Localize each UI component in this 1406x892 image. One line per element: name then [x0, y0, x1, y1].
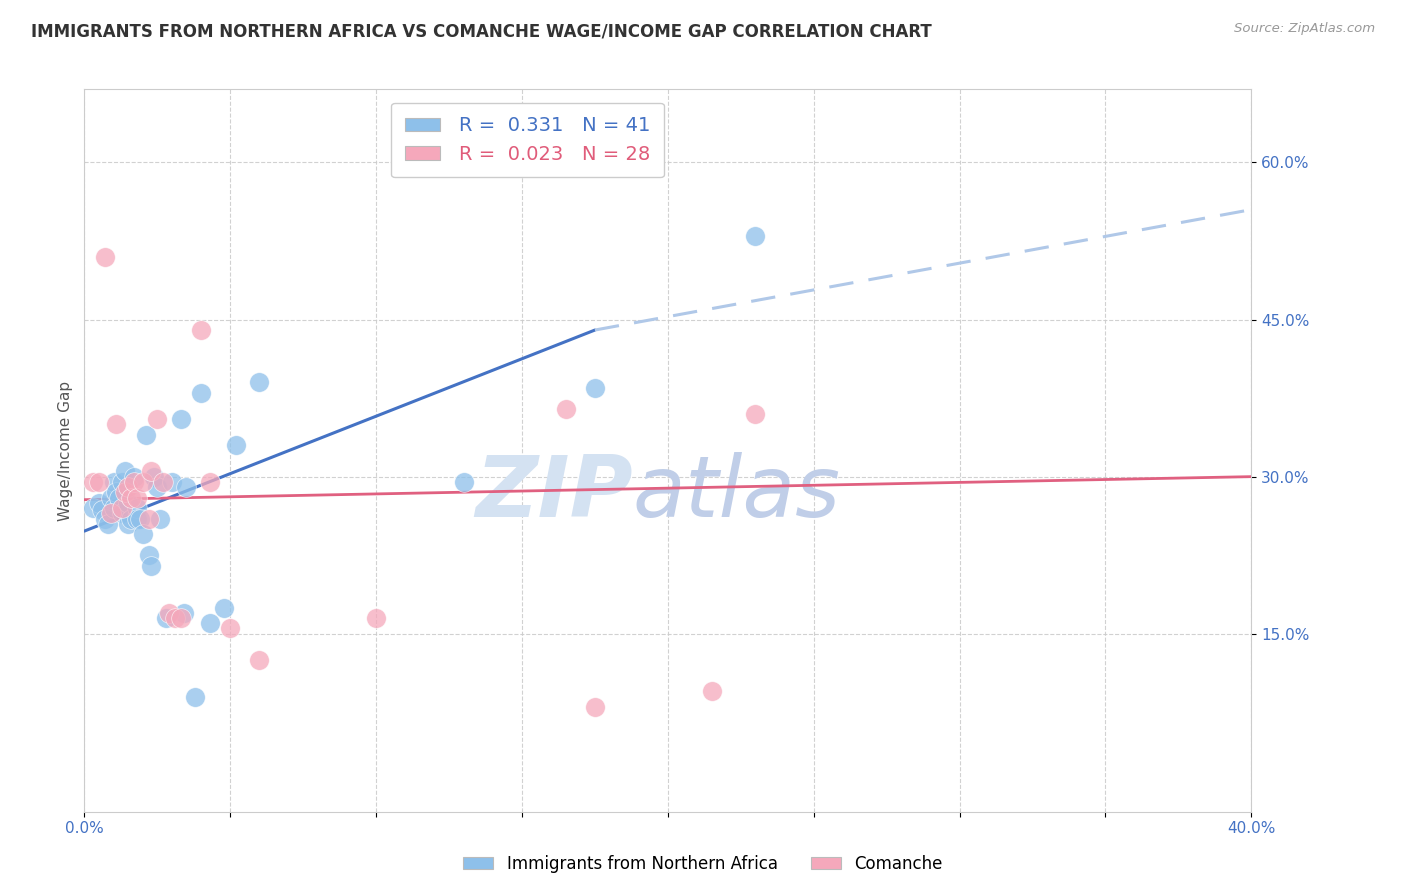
Point — [190, 323, 212, 337]
Point — [157, 606, 180, 620]
Point — [100, 491, 122, 505]
Point — [114, 485, 136, 500]
Point — [583, 700, 606, 714]
Point — [87, 475, 110, 489]
Point — [700, 684, 723, 698]
Point — [155, 611, 177, 625]
Point — [138, 548, 160, 562]
Point — [190, 385, 212, 400]
Point — [184, 690, 207, 704]
Text: IMMIGRANTS FROM NORTHERN AFRICA VS COMANCHE WAGE/INCOME GAP CORRELATION CHART: IMMIGRANTS FROM NORTHERN AFRICA VS COMAN… — [31, 22, 932, 40]
Point — [149, 511, 172, 525]
Point — [111, 501, 134, 516]
Point — [120, 511, 142, 525]
Point — [453, 475, 475, 489]
Point — [143, 469, 166, 483]
Point — [138, 511, 160, 525]
Point — [176, 480, 198, 494]
Point — [125, 501, 148, 516]
Point — [219, 622, 242, 636]
Point — [117, 480, 139, 494]
Point — [132, 475, 155, 489]
Point — [249, 376, 271, 390]
Point — [249, 653, 271, 667]
Point — [94, 250, 117, 264]
Point — [132, 527, 155, 541]
Point — [94, 511, 117, 525]
Point — [152, 475, 174, 489]
Point — [146, 480, 169, 494]
Point — [111, 506, 134, 520]
Point — [169, 412, 191, 426]
Text: atlas: atlas — [633, 452, 841, 535]
Point — [111, 475, 134, 489]
Point — [366, 611, 388, 625]
Point — [173, 606, 195, 620]
Point — [82, 501, 104, 516]
Point — [225, 438, 247, 452]
Y-axis label: Wage/Income Gap: Wage/Income Gap — [58, 380, 73, 521]
Text: Source: ZipAtlas.com: Source: ZipAtlas.com — [1234, 22, 1375, 36]
Legend: R =  0.331   N = 41, R =  0.023   N = 28: R = 0.331 N = 41, R = 0.023 N = 28 — [391, 103, 664, 178]
Point — [125, 491, 148, 505]
Text: ZIP: ZIP — [475, 452, 633, 535]
Point — [141, 464, 163, 478]
Point — [97, 516, 120, 531]
Point — [198, 475, 221, 489]
Point — [103, 475, 125, 489]
Point — [125, 511, 148, 525]
Point — [90, 503, 112, 517]
Point — [554, 401, 576, 416]
Point — [120, 491, 142, 505]
Point — [141, 558, 163, 573]
Point — [128, 511, 150, 525]
Point — [163, 611, 186, 625]
Point — [117, 496, 139, 510]
Point — [103, 501, 125, 516]
Point — [108, 491, 131, 505]
Point — [135, 427, 157, 442]
Point — [583, 381, 606, 395]
Legend: Immigrants from Northern Africa, Comanche: Immigrants from Northern Africa, Comanch… — [457, 848, 949, 880]
Point — [198, 616, 221, 631]
Point — [122, 475, 145, 489]
Point — [100, 506, 122, 520]
Point — [160, 475, 183, 489]
Point — [114, 464, 136, 478]
Point — [214, 600, 236, 615]
Point — [82, 475, 104, 489]
Point — [117, 516, 139, 531]
Point — [105, 417, 128, 432]
Point — [105, 485, 128, 500]
Point — [744, 407, 766, 421]
Point — [744, 228, 766, 243]
Point — [146, 412, 169, 426]
Point — [169, 611, 191, 625]
Point — [122, 469, 145, 483]
Point — [87, 496, 110, 510]
